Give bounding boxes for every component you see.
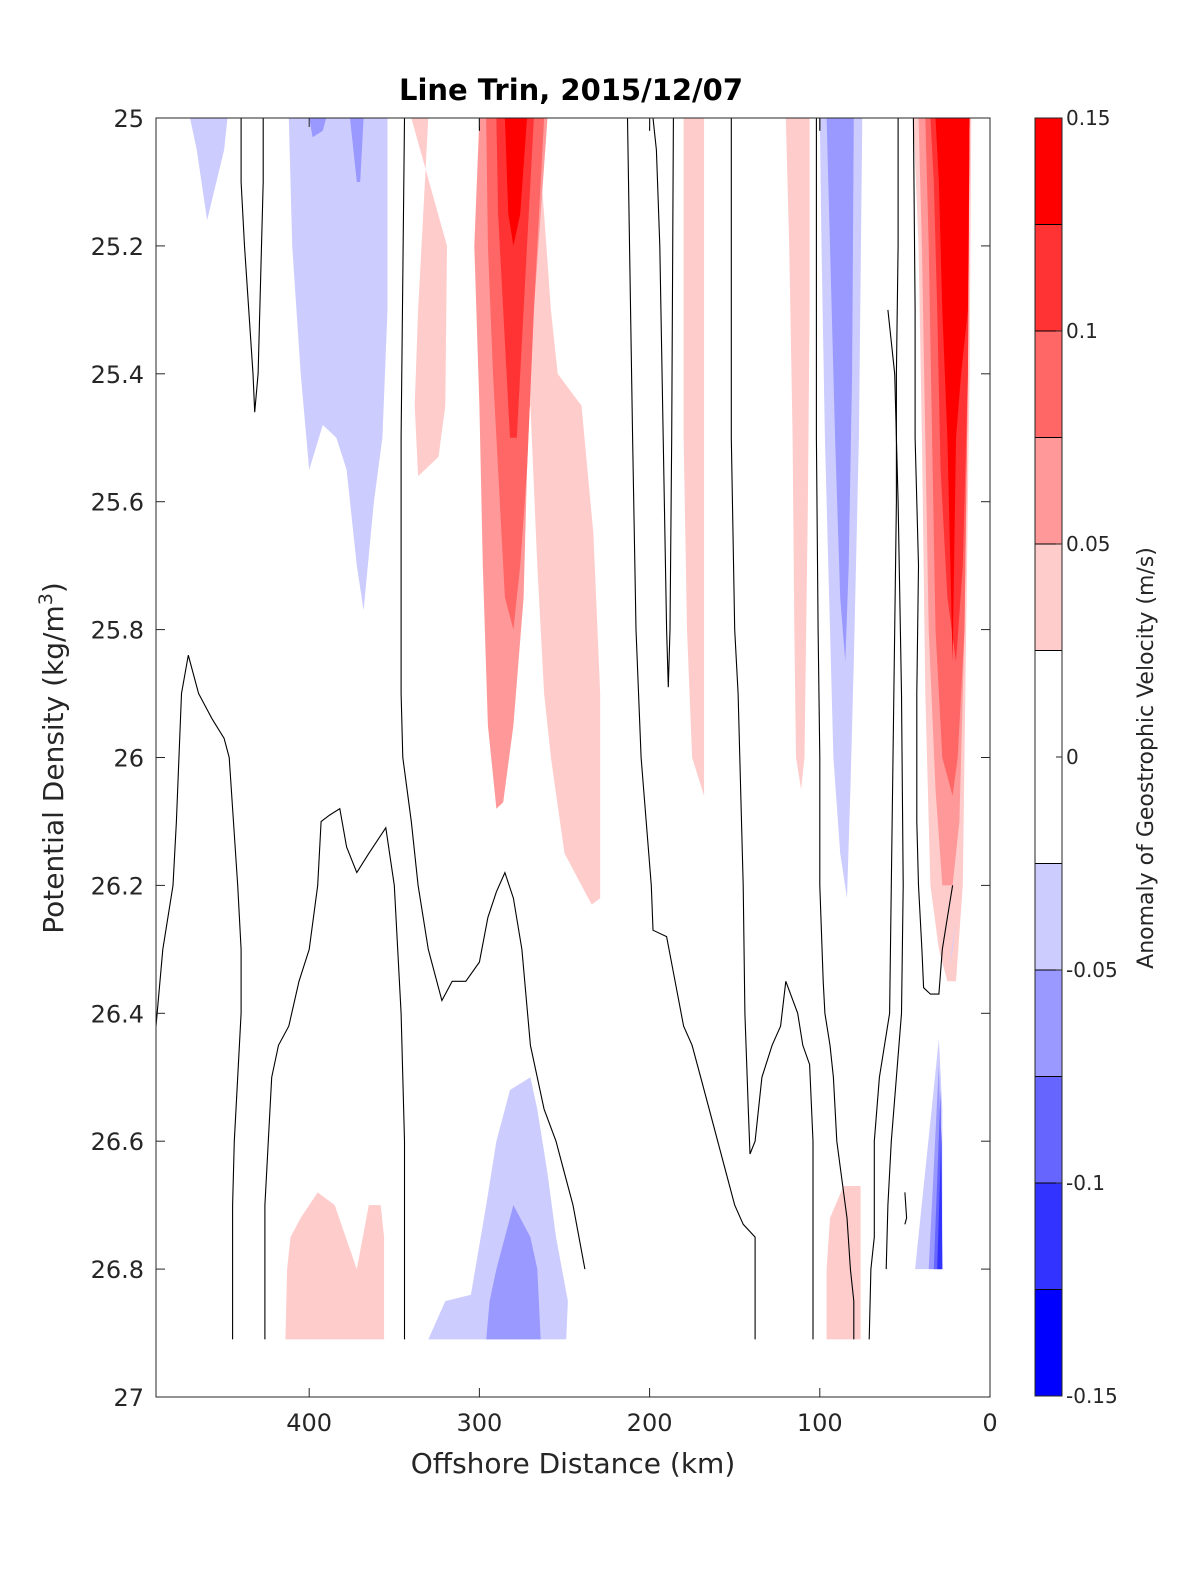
colorbar-cell-6	[1034, 863, 1063, 971]
contour-region-14	[190, 118, 228, 221]
y-tick-label: 26.6	[91, 1128, 144, 1156]
contour-region-17	[350, 118, 364, 182]
contour-region-0	[683, 118, 705, 796]
y-axis-title-main: Potential Density (kg/m	[37, 605, 70, 934]
zero-contour-line-14	[904, 1192, 908, 1225]
y-tick-label: 25.2	[91, 233, 144, 261]
colorbar-cell-3	[1034, 437, 1063, 545]
contour-region-21	[826, 118, 854, 662]
contour-region-4	[496, 118, 534, 438]
y-axis-title-close: )	[37, 582, 70, 593]
contour-region-11	[935, 118, 970, 662]
contour-fills	[190, 118, 972, 1340]
y-tick-label: 25.8	[91, 617, 144, 645]
colorbar-cell-0	[1034, 117, 1063, 225]
y-tick-label: 25.4	[91, 361, 144, 389]
zero-contour-line-2	[264, 807, 406, 1340]
colorbar-cell-7	[1034, 969, 1063, 1077]
y-tick-label: 26.2	[91, 872, 144, 900]
colorbar-cell-9	[1034, 1182, 1063, 1290]
colorbar-tick-label: 0.1	[1066, 319, 1098, 343]
zero-contour-line-0	[156, 655, 242, 1340]
zero-contour-line-5	[626, 118, 756, 1340]
y-tick-label: 25	[113, 105, 144, 133]
y-tick-label: 26	[113, 745, 144, 773]
zero-contour-line-1	[240, 118, 264, 413]
colorbar-cell-10	[1034, 1289, 1063, 1397]
x-tick-label: 100	[797, 1409, 843, 1437]
x-axis-title: Offshore Distance (km)	[411, 1447, 736, 1480]
contour-region-12	[285, 1192, 385, 1340]
y-tick-label: 26.8	[91, 1256, 144, 1284]
contour-region-15	[288, 118, 388, 611]
contour-region-6	[785, 118, 810, 790]
colorbar-cell-2	[1034, 330, 1063, 438]
y-tick-label: 26.4	[91, 1000, 144, 1028]
zero-contour-line-12	[912, 118, 954, 995]
colorbar-tick-label: 0.05	[1066, 532, 1111, 556]
colorbar-cell-8	[1034, 1076, 1063, 1184]
colorbar-cell-1	[1034, 224, 1063, 332]
colorbar: 0.15 0.1 0.05 0 -0.05 -0.1 -0.15 Anomaly of Ge…	[1034, 106, 1159, 1408]
y-axis: 25 25.2 25.4 25.6 25.8 26 26.2 26.4 26.6 26.8 27	[91, 105, 990, 1412]
colorbar-tick-label: -0.1	[1066, 1171, 1105, 1195]
plot-area: 400 300 200 100 0 25 25.2 25.4 25.6 25.8 26 26.2 26…	[91, 105, 998, 1437]
contour-region-26	[949, 917, 956, 969]
contour-region-16	[309, 118, 327, 138]
zero-contour-line-3	[400, 118, 586, 1270]
colorbar-tick-label: -0.05	[1066, 958, 1118, 982]
contour-region-25	[937, 1128, 943, 1270]
colorbar-cell-4	[1034, 543, 1063, 651]
colorbar-tick-label: 0	[1066, 745, 1079, 769]
chart-title: Line Trin, 2015/12/07	[399, 73, 743, 107]
colorbar-title: Anomaly of Geostrophic Velocity (m/s)	[1134, 547, 1159, 969]
zero-contour-line-10	[815, 118, 855, 1340]
y-axis-title-superscript: 3	[35, 593, 57, 605]
contour-region-5	[504, 118, 527, 246]
x-tick-label: 400	[286, 1409, 332, 1437]
zero-contour-line-11	[868, 118, 899, 1340]
y-tick-label: 25.6	[91, 489, 144, 517]
zero-contour-line-8	[730, 118, 814, 1340]
colorbar-tick-label: -0.15	[1066, 1384, 1118, 1408]
y-tick-label: 27	[113, 1384, 144, 1412]
zero-contour-line-13	[885, 309, 904, 1270]
contour-region-19	[486, 1205, 541, 1340]
contour-region-13	[826, 1186, 861, 1340]
y-axis-title: Potential Density (kg/m3)	[35, 582, 70, 934]
contour-region-1	[411, 118, 601, 905]
x-tick-label: 300	[456, 1409, 502, 1437]
zero-contours	[156, 118, 954, 1340]
colorbar-tick-label: 0.15	[1066, 106, 1111, 130]
zero-contour-line-7	[652, 118, 674, 688]
x-tick-label: 0	[982, 1409, 997, 1437]
x-axis: 400 300 200 100 0	[286, 118, 998, 1437]
colorbar-ticks: 0.15 0.1 0.05 0 -0.05 -0.1 -0.15	[1056, 106, 1118, 1408]
x-tick-label: 200	[627, 1409, 673, 1437]
